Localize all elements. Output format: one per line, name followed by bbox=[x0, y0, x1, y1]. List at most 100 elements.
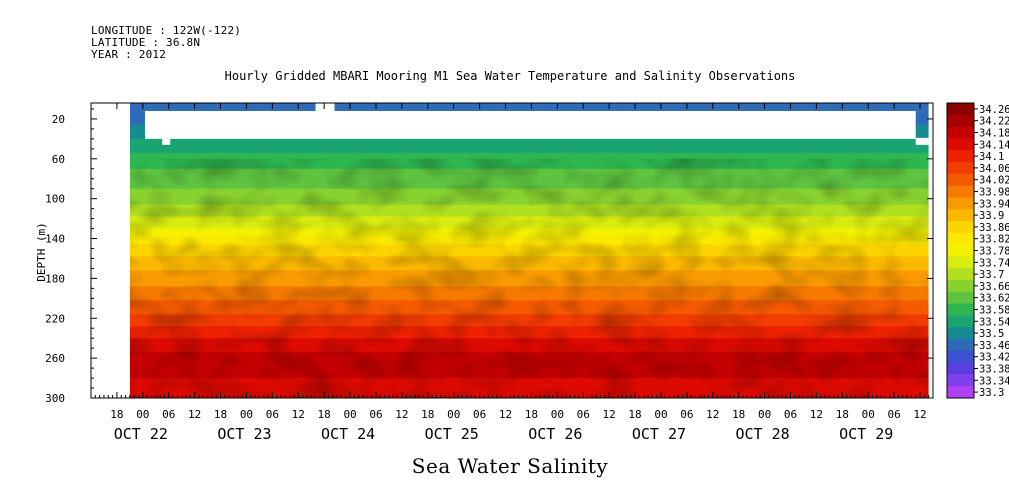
missing-data-region bbox=[144, 110, 916, 139]
x-hour-tick-label: 12 bbox=[292, 408, 305, 421]
x-date-label: OCT 29 bbox=[839, 425, 893, 443]
x-hour-tick-label: 06 bbox=[162, 408, 175, 421]
colorbar-swatch bbox=[947, 386, 974, 399]
x-hour-tick-label: 18 bbox=[525, 408, 538, 421]
colorbar-label: 33.78 bbox=[979, 246, 1009, 258]
x-hour-tick-label: 00 bbox=[551, 408, 564, 421]
colorbar-label: 33.62 bbox=[979, 293, 1009, 305]
y-tick-label: 260 bbox=[45, 352, 65, 365]
x-hour-tick-label: 00 bbox=[654, 408, 667, 421]
texture-overlay bbox=[129, 158, 929, 398]
colorbar-label: 33.82 bbox=[979, 234, 1009, 246]
y-axis-label: DEPTH (m) bbox=[35, 222, 48, 282]
colorbar-label: 34.26 bbox=[979, 104, 1009, 116]
colorbar-swatch bbox=[947, 256, 974, 269]
colorbar-swatch bbox=[947, 150, 974, 163]
colorbar-label: 33.5 bbox=[979, 328, 1004, 340]
x-hour-tick-label: 06 bbox=[266, 408, 279, 421]
x-hour-tick-label: 06 bbox=[784, 408, 797, 421]
y-tick-label: 140 bbox=[45, 233, 65, 246]
x-hour-tick-label: 18 bbox=[732, 408, 745, 421]
latitude-label: LATITUDE : 36.8N bbox=[91, 36, 201, 49]
colorbar-label: 33.66 bbox=[979, 281, 1009, 293]
colorbar-label: 33.98 bbox=[979, 187, 1009, 199]
salinity-band bbox=[129, 146, 929, 150]
colorbar-swatch bbox=[947, 244, 974, 257]
colorbar-swatch bbox=[947, 268, 974, 281]
colorbar-label: 33.42 bbox=[979, 352, 1009, 364]
colorbar-swatch bbox=[947, 162, 974, 175]
colorbar-label: 33.9 bbox=[979, 210, 1004, 222]
colorbar-label: 33.58 bbox=[979, 305, 1009, 317]
colorbar-label: 34.14 bbox=[979, 139, 1009, 151]
x-hour-tick-label: 18 bbox=[836, 408, 849, 421]
x-hour-tick-label: 18 bbox=[421, 408, 434, 421]
missing-data-mask bbox=[91, 103, 933, 398]
salinity-band bbox=[129, 144, 929, 148]
x-date-label: OCT 27 bbox=[632, 425, 686, 443]
longitude-label: LONGITUDE : 122W(-122) bbox=[91, 24, 242, 37]
y-tick-label: 60 bbox=[52, 153, 65, 166]
salinity-band bbox=[129, 138, 929, 142]
salinity-band bbox=[129, 140, 929, 144]
colorbar-swatch bbox=[947, 173, 974, 187]
x-axis-label: Sea Water Salinity bbox=[411, 454, 609, 478]
x-hour-tick-label: 18 bbox=[318, 408, 331, 421]
colorbar-label: 33.34 bbox=[979, 375, 1009, 387]
salinity-band bbox=[129, 142, 929, 146]
chart-title: Hourly Gridded MBARI Mooring M1 Sea Wate… bbox=[224, 69, 796, 83]
colorbar-swatch bbox=[947, 362, 974, 375]
salinity-band bbox=[129, 104, 929, 108]
x-date-label: OCT 24 bbox=[321, 425, 375, 443]
salinity-band bbox=[129, 148, 929, 152]
x-hour-tick-label: 12 bbox=[706, 408, 719, 421]
colorbar-swatch bbox=[947, 138, 974, 151]
x-hour-tick-label: 18 bbox=[110, 408, 123, 421]
x-hour-tick-label: 18 bbox=[214, 408, 227, 421]
missing-data-region bbox=[162, 137, 171, 145]
x-hour-tick-label: 00 bbox=[343, 408, 356, 421]
colorbar-swatch bbox=[947, 185, 974, 198]
y-axis: 20 60 100 140 180 220 260 300 bbox=[45, 108, 933, 405]
colorbar-swatch bbox=[947, 339, 974, 352]
colorbar-label: 34.22 bbox=[979, 116, 1009, 128]
x-hour-tick-label: 06 bbox=[473, 408, 486, 421]
plot-frame bbox=[90, 102, 934, 399]
missing-data-region bbox=[928, 103, 933, 398]
x-hour-tick-label: 00 bbox=[862, 408, 875, 421]
colorbar-swatch bbox=[947, 303, 974, 316]
x-hour-tick-label: 00 bbox=[136, 408, 149, 421]
colorbar-swatch bbox=[947, 209, 974, 222]
colorbar-label: 33.54 bbox=[979, 316, 1009, 328]
colorbar-label: 33.74 bbox=[979, 257, 1009, 269]
x-hour-tick-label: 12 bbox=[603, 408, 616, 421]
colorbar-swatch bbox=[947, 197, 974, 210]
colorbar-label: 33.38 bbox=[979, 364, 1009, 376]
x-axis: 18 00 06 12 18 00 06 12 18 00 06 12 18 00 06 12 18 00 06 12… bbox=[94, 103, 934, 443]
colorbar-label: 33.7 bbox=[979, 269, 1004, 281]
colorbar-swatch bbox=[947, 221, 974, 234]
salinity-band bbox=[129, 103, 929, 106]
salinity-band bbox=[129, 154, 929, 158]
missing-data-region bbox=[915, 137, 929, 145]
x-date-label: OCT 28 bbox=[736, 425, 790, 443]
x-hour-tick-label: 00 bbox=[447, 408, 460, 421]
salinity-band bbox=[129, 108, 929, 112]
colorbar-swatch bbox=[947, 280, 974, 293]
colorbar-swatch bbox=[947, 291, 974, 305]
x-hour-tick-label: 00 bbox=[758, 408, 771, 421]
x-hour-tick-label: 18 bbox=[628, 408, 641, 421]
colorbar: 34.2634.2234.1834.1434.134.0634.0233.983… bbox=[946, 102, 1009, 399]
x-hour-tick-label: 12 bbox=[188, 408, 201, 421]
colorbar-swatch bbox=[947, 232, 974, 246]
x-hour-tick-label: 12 bbox=[499, 408, 512, 421]
y-tick-label: 180 bbox=[45, 272, 65, 285]
x-hour-tick-label: 06 bbox=[577, 408, 590, 421]
salinity-band bbox=[129, 106, 929, 110]
salinity-band bbox=[129, 150, 929, 154]
colorbar-swatch bbox=[947, 114, 974, 128]
colorbar-label: 33.94 bbox=[979, 198, 1009, 210]
x-date-label: OCT 22 bbox=[114, 425, 168, 443]
y-tick-label: 300 bbox=[45, 392, 65, 405]
x-hour-tick-label: 06 bbox=[888, 408, 901, 421]
